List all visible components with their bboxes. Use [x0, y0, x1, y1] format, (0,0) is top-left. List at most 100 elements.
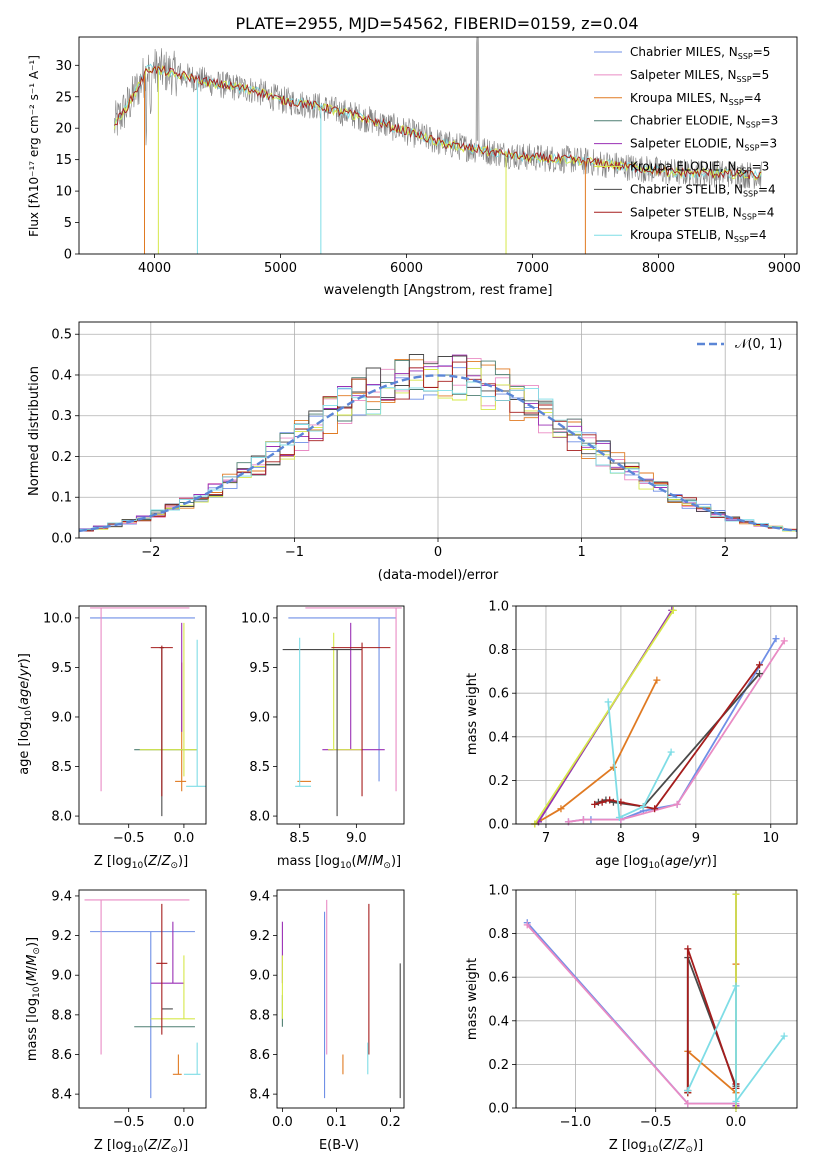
legend-model: Chabrier ELODIE, N: [630, 114, 746, 128]
y-tick-label: 0.8: [488, 643, 509, 658]
x-tick-label: 8.5: [289, 831, 310, 846]
weight-age-ylabel: mass weight: [465, 673, 480, 755]
legend-subscript: SSP: [743, 189, 758, 198]
x-tick-label: 9.0: [346, 831, 367, 846]
legend-count: =4: [744, 91, 762, 105]
x-tick-label: −0.5: [113, 831, 145, 846]
y-tick-label: 9.0: [249, 969, 270, 984]
x-tick-label: 0: [434, 545, 442, 560]
weight-age-xlabel: age [log10(age/yr)]: [595, 854, 717, 871]
age-z-xlabel: Z [log10(Z/Z⊙)]: [94, 854, 188, 871]
legend-entry: Salpeter STELIB, NSSP=4: [630, 205, 774, 221]
legend-subscript: SSP: [729, 98, 744, 107]
y-tick-label: 8.5: [51, 760, 72, 775]
legend-count: =4: [749, 228, 767, 242]
axes-frame: [515, 605, 798, 825]
y-tick-label: 0.2: [488, 1058, 509, 1073]
y-tick-label: 20: [55, 122, 72, 137]
x-tick-label: 8000: [642, 261, 675, 276]
y-tick-label: 10.0: [43, 611, 72, 626]
weight-series-line: [607, 701, 672, 819]
legend-subscript: SSP: [738, 52, 753, 61]
y-tick-label: 9.4: [51, 889, 72, 904]
weight-series-line: [526, 924, 736, 1105]
x-tick-label: −1.0: [560, 1115, 592, 1130]
y-tick-label: 9.2: [249, 929, 270, 944]
y-tick-label: 10: [55, 185, 72, 200]
x-tick-label: 6000: [390, 261, 423, 276]
legend-entry: Kroupa STELIB, NSSP=4: [630, 228, 767, 244]
y-tick-label: 8.6: [249, 1048, 270, 1063]
legend-subscript: SSP: [737, 75, 752, 84]
legend-count: =3: [761, 114, 779, 128]
legend-model: Kroupa ELODIE, N: [630, 160, 737, 174]
y-tick-label: 0.4: [488, 1014, 509, 1029]
legend-model: Chabrier MILES, N: [630, 45, 738, 59]
weight-z-xlabel: Z [log10(Z/Z⊙)]: [609, 1138, 703, 1155]
histogram-ylabel: Normed distribution: [27, 366, 42, 496]
y-tick-label: 30: [55, 59, 72, 74]
y-tick-label: 8.6: [51, 1048, 72, 1063]
mass-z-ylabel: mass [log10(M/M⊙)]: [25, 937, 42, 1061]
mass-vs-metallicity-panel: −0.5 0.0 8.4 8.6 8.8 9.0 9.2 9.4: [51, 889, 207, 1130]
legend-entry: Chabrier MILES, NSSP=5: [630, 45, 770, 61]
y-tick-label: 0.5: [51, 328, 72, 343]
weight-series-line: [533, 609, 675, 824]
x-tick-label: −2: [141, 545, 160, 560]
y-tick-label: 0.3: [51, 409, 72, 424]
legend-count: =3: [752, 160, 770, 174]
legend-model: Chabrier STELIB, N: [630, 182, 743, 196]
mass-z-xlabel: Z [log10(Z/Z⊙)]: [94, 1138, 188, 1155]
axes-frame: [78, 321, 798, 539]
weight-series-line: [526, 922, 736, 1105]
residual-histogram-7: [79, 354, 797, 531]
y-tick-label: 9.0: [249, 710, 270, 725]
legend-entry: Salpeter MILES, NSSP=5: [630, 68, 769, 84]
axes-frame: [276, 605, 405, 825]
weight-series-line: [686, 985, 785, 1105]
x-tick-label: 0.0: [174, 831, 195, 846]
age-vs-mass-panel: 8.5 9.0 8.0 8.5 9.0 9.5 10.0: [241, 605, 405, 846]
y-tick-label: 8.4: [51, 1088, 72, 1103]
axes-frame: [78, 36, 798, 255]
x-tick-label: 0.0: [726, 1115, 747, 1130]
y-tick-label: 0.6: [488, 687, 509, 702]
legend-subscript: SSP: [734, 235, 749, 244]
y-tick-label: 9.5: [51, 661, 72, 676]
x-tick-label: 9000: [768, 261, 801, 276]
y-tick-label: 9.4: [249, 889, 270, 904]
gaussian-legend-label: 𝒩(0, 1): [735, 337, 782, 352]
legend-subscript: SSP: [742, 212, 757, 221]
model-spectrum-line: [114, 65, 762, 180]
y-tick-label: 8.8: [249, 1008, 270, 1023]
spectrum-ylabel: Flux [fλ10⁻¹⁷ erg cm⁻² s⁻¹ A⁻¹]: [27, 55, 41, 237]
y-tick-label: 0.8: [488, 927, 509, 942]
y-tick-label: 0.4: [51, 368, 72, 383]
figure-title: PLATE=2955, MJD=54562, FIBERID=0159, z=0…: [235, 14, 638, 33]
weight-vs-metallicity-panel: −1.0 −0.5 0.0 0.0 0.2 0.4 0.6 0.8 1.0: [488, 884, 798, 1130]
x-tick-label: 0.1: [326, 1115, 347, 1130]
y-tick-label: 9.2: [51, 929, 72, 944]
axes-frame: [515, 889, 798, 1109]
y-tick-label: 8.5: [249, 760, 270, 775]
legend-model: Salpeter MILES, N: [630, 68, 737, 82]
age-z-ylabel: age [log10(age/yr)]: [17, 653, 34, 775]
gaussian-curve: [79, 374, 797, 533]
legend-count: =4: [757, 205, 775, 219]
axes-frame: [78, 889, 207, 1109]
y-tick-label: 0.2: [51, 450, 72, 465]
legend-count: =5: [752, 68, 770, 82]
y-tick-label: 9.5: [249, 661, 270, 676]
legend-entry: Kroupa ELODIE, NSSP=3: [630, 160, 769, 176]
legend-subscript: SSP: [746, 121, 761, 130]
x-tick-label: 4000: [138, 261, 171, 276]
y-tick-label: 8.0: [51, 810, 72, 825]
x-tick-label: 1: [577, 545, 585, 560]
mass-ebv-xlabel: E(B-V): [319, 1138, 359, 1153]
x-tick-label: 7: [542, 831, 550, 846]
legend-model: Kroupa STELIB, N: [630, 228, 734, 242]
weight-vs-age-panel: 7 8 9 10 0.0 0.2 0.4 0.6 0.8 1.0: [488, 600, 798, 846]
y-tick-label: 0: [64, 248, 72, 263]
